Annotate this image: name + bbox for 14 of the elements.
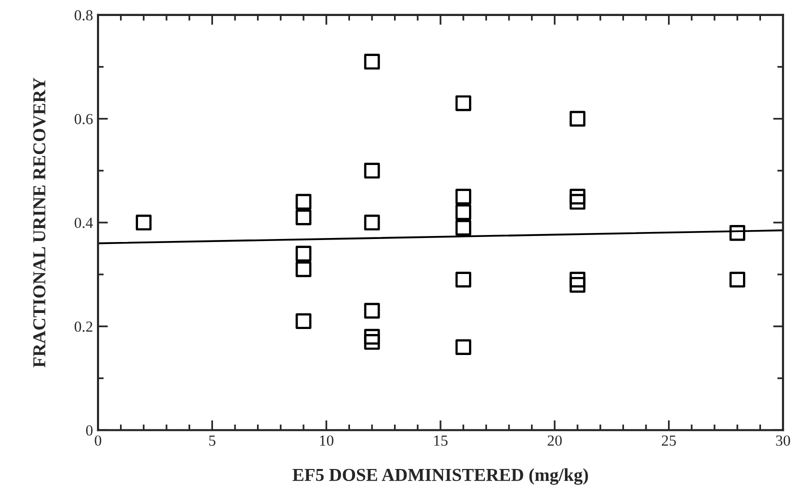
x-tick-label: 25 [662,435,676,446]
x-axis-title: EF5 DOSE ADMINISTERED (mg/kg) [292,468,588,485]
y-axis-title: FRACTIONAL URINE RECOVERY [33,78,46,368]
y-tick-label: 0 [86,425,93,436]
x-tick-label: 5 [209,436,216,446]
y-tick-label: 0.2 [74,321,92,332]
x-tick-label: 30 [776,435,790,446]
x-tick-label: 0 [94,435,102,446]
x-tick-label: 20 [548,435,562,446]
x-tick-label: 15 [434,436,448,446]
x-tick-label: 10 [320,435,334,446]
y-tick-label: 0.8 [74,10,93,20]
y-tick-label: 0.4 [74,218,93,228]
y-tick-label: 0.6 [74,114,93,124]
